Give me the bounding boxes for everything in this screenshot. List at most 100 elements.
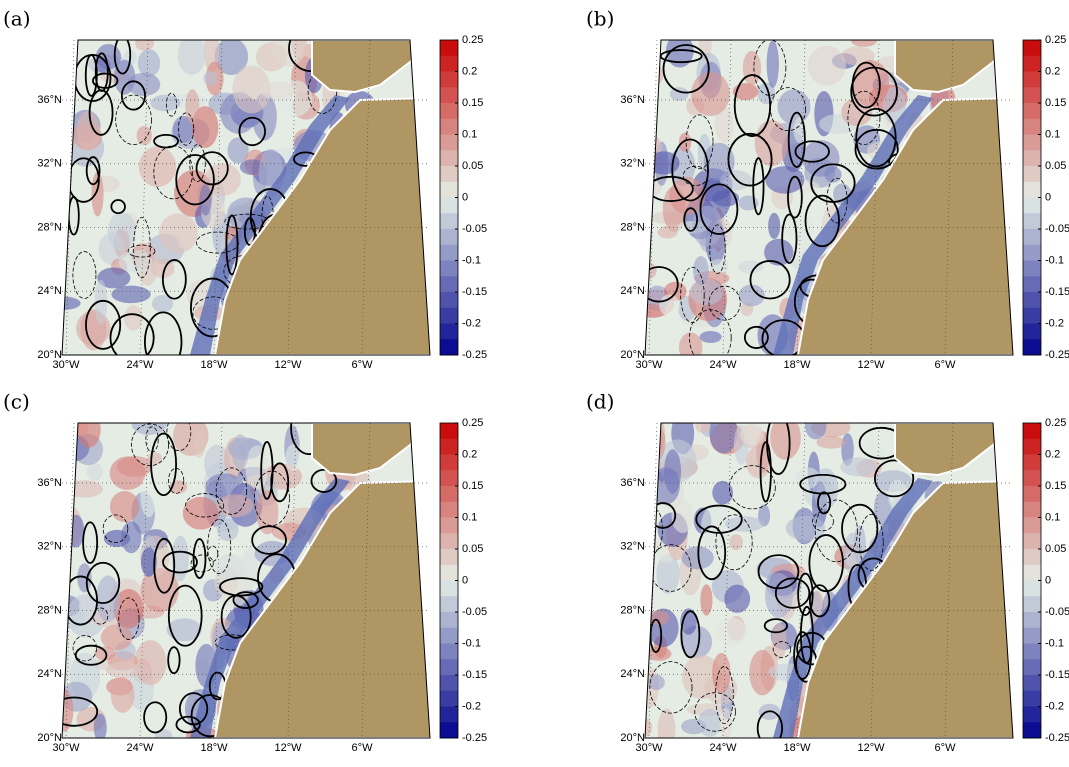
colorbar-band <box>440 307 458 324</box>
lon-label: 18°W <box>200 359 228 371</box>
coastal-upwelling <box>773 478 933 738</box>
panel-label: (c) <box>3 390 30 414</box>
colorbar-tick-label: -0.15 <box>1045 286 1069 298</box>
contour <box>753 40 787 96</box>
anomaly <box>742 50 762 86</box>
anomaly <box>171 535 189 582</box>
colorbar-band <box>440 612 458 629</box>
anomaly <box>689 278 724 306</box>
colorbar-band <box>440 549 458 566</box>
contour <box>82 521 99 564</box>
anomaly <box>757 82 776 105</box>
colorbar-band <box>440 722 458 739</box>
lon-grid-line <box>287 39 297 356</box>
anomaly <box>657 226 678 239</box>
lon-label: 12°W <box>274 742 302 754</box>
anomaly <box>703 142 735 181</box>
colorbar-band <box>1023 276 1041 293</box>
colorbar-tick-label: 0.1 <box>1045 128 1060 140</box>
lat-label: 24°N <box>620 668 645 680</box>
anomaly <box>659 294 680 317</box>
contour <box>695 504 743 534</box>
anomaly <box>67 514 85 548</box>
anomaly <box>113 588 144 629</box>
anomaly <box>678 132 692 152</box>
lon-grid-line <box>361 39 371 356</box>
contour <box>781 213 798 264</box>
contour <box>727 132 773 187</box>
colorbar-band <box>1023 260 1041 277</box>
anomaly <box>154 728 173 738</box>
contour <box>85 299 122 350</box>
colorbar-band <box>1023 323 1041 340</box>
colorbar-band <box>440 596 458 613</box>
contour <box>689 309 732 355</box>
colorbar-band <box>440 486 458 503</box>
colorbar-band <box>1023 292 1041 309</box>
colorbar-band <box>1023 643 1041 660</box>
lon-grid-line <box>648 422 658 739</box>
anomaly <box>203 40 220 73</box>
anomaly <box>105 661 141 679</box>
anomaly <box>764 572 793 618</box>
lon-label: 6°W <box>352 742 374 754</box>
contour <box>127 244 156 258</box>
lon-grid-line <box>213 39 223 356</box>
lon-grid-line <box>139 39 149 356</box>
colorbar-band <box>440 71 458 88</box>
contour <box>808 584 831 618</box>
anomaly <box>62 296 81 311</box>
lat-label: 36°N <box>37 477 62 489</box>
anomaly <box>138 146 177 188</box>
anomaly <box>245 445 269 490</box>
colorbar-band <box>1023 580 1041 597</box>
anomaly <box>700 584 713 616</box>
contour <box>88 89 114 136</box>
colorbar-tick-label: 0.1 <box>1045 511 1060 523</box>
anomaly <box>172 115 195 143</box>
lat-label: 28°N <box>620 604 645 616</box>
colorbar-tick-label: 0 <box>462 191 468 203</box>
anomaly <box>691 205 723 247</box>
lat-label: 32°N <box>620 541 645 553</box>
contour <box>699 183 739 235</box>
anomaly <box>770 423 801 460</box>
lat-label: 36°N <box>620 94 645 106</box>
colorbar-band <box>1023 486 1041 503</box>
contour <box>682 165 709 186</box>
anomaly <box>78 598 98 615</box>
contour <box>685 114 714 170</box>
contour <box>858 513 884 571</box>
anomaly <box>239 159 265 175</box>
lon-label: 18°W <box>783 742 811 754</box>
lon-grid-line <box>287 422 297 739</box>
colorbar-band <box>440 517 458 534</box>
colorbar-band <box>1023 438 1041 455</box>
anomaly <box>645 261 657 280</box>
anomaly <box>118 250 153 273</box>
contour <box>115 94 152 146</box>
lon-grid-line <box>213 422 223 739</box>
contour <box>72 635 97 662</box>
anomaly <box>698 708 722 737</box>
anomaly <box>714 106 734 143</box>
anomaly <box>291 40 307 61</box>
lon-grid-line <box>796 422 806 739</box>
colorbar-tick-label: 0.2 <box>462 65 477 77</box>
anomaly <box>232 65 271 114</box>
colorbar-tick-label: 0.05 <box>462 543 483 555</box>
anomaly <box>91 171 104 217</box>
lon-label: 12°W <box>857 742 885 754</box>
colorbar-band <box>440 260 458 277</box>
anomaly <box>740 423 764 446</box>
colorbar-band <box>440 423 458 440</box>
contour <box>763 618 789 634</box>
colorbar-band <box>440 564 458 581</box>
contour <box>854 128 899 170</box>
anomaly <box>784 211 815 242</box>
colorbar-tick-label: -0.25 <box>462 732 487 744</box>
contour <box>215 467 248 515</box>
colorbar-band <box>1023 40 1041 57</box>
colorbar-band <box>1023 722 1041 739</box>
colorbar-band <box>440 134 458 151</box>
